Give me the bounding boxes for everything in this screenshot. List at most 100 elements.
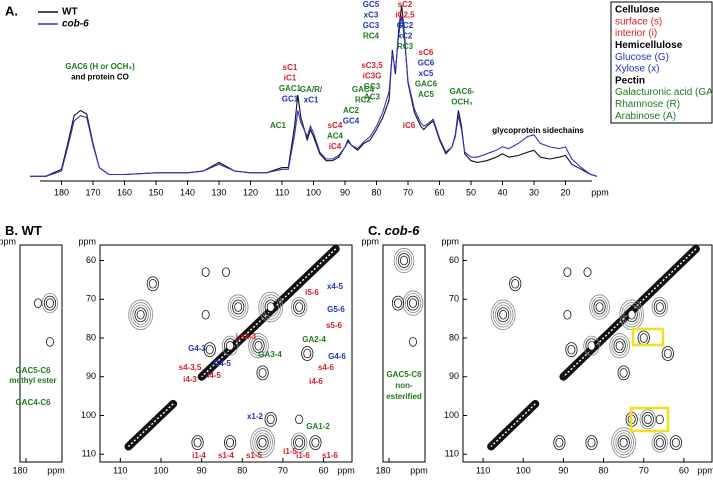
contour-level — [260, 294, 282, 320]
contour-level — [46, 337, 55, 347]
x-axis-label: ppm — [337, 465, 355, 475]
peak — [227, 294, 249, 320]
peak-annotation: AC3 — [364, 93, 381, 102]
peak — [639, 409, 656, 430]
contour-level — [250, 427, 275, 458]
peak-annotation: GC5 — [363, 0, 380, 9]
contour-level — [41, 293, 59, 314]
x-tick-label: 80 — [371, 187, 381, 197]
contour-level — [619, 368, 628, 378]
contour-level — [623, 304, 640, 325]
contour-level — [252, 430, 273, 456]
peak — [46, 337, 55, 347]
peak-annotation: xC3 — [364, 11, 379, 20]
contour-level — [565, 342, 578, 358]
peak — [609, 333, 630, 359]
legend-label: WT — [62, 7, 78, 18]
y-tick-label: 110 — [445, 449, 459, 459]
peak-label: i1-4 — [192, 451, 206, 460]
x-tick-label: 30 — [529, 187, 539, 197]
contour-level — [653, 435, 666, 451]
contour-level — [655, 437, 664, 448]
contour-level — [221, 335, 239, 356]
diagonal-body — [487, 399, 540, 451]
contour-level — [290, 296, 308, 317]
contour-level — [609, 333, 630, 359]
peak — [290, 296, 308, 317]
x-tick-label: 90 — [558, 465, 568, 475]
peak — [301, 346, 314, 361]
peak-annotation: RC4 — [363, 32, 380, 41]
contour-level — [309, 435, 322, 451]
contour-level — [258, 368, 267, 378]
contour-level — [250, 335, 267, 356]
peak-annotation: GC2 — [397, 21, 414, 30]
peak — [203, 342, 216, 358]
peak-label: G5-6 — [327, 305, 345, 314]
x-tick-label: 80 — [237, 465, 247, 475]
contour-level — [254, 432, 271, 453]
contour-level — [494, 304, 512, 325]
diagonal-body — [124, 399, 178, 451]
key-entry: surface (s) — [615, 16, 662, 27]
panel-title: cob-6 — [385, 223, 420, 238]
contour-level — [232, 299, 245, 315]
y-axis-label: ppm — [441, 236, 459, 246]
contour-level — [221, 267, 230, 277]
peak — [617, 365, 630, 381]
contour-level — [264, 411, 277, 427]
peak — [258, 291, 284, 323]
contour-level — [619, 299, 645, 330]
contour-level — [669, 435, 682, 451]
contour-level — [205, 344, 214, 355]
peak-label: G4-5 — [213, 359, 231, 368]
peak-annotation: GAC6 — [415, 80, 438, 89]
contour-level — [248, 333, 269, 359]
peak-label: methyl ester — [9, 376, 56, 385]
y-tick-label: 70 — [86, 294, 96, 304]
peak-label: G4-3 — [188, 344, 206, 353]
y-axis-label: ppm — [78, 236, 96, 246]
peak-annotation: GC1 — [282, 95, 299, 104]
contour-level — [226, 340, 235, 351]
peak-annotation: AC2 — [343, 106, 360, 115]
peak-label: s4-3,5 — [179, 363, 202, 372]
peak — [583, 335, 600, 356]
contour-level — [303, 348, 312, 359]
x-tick-label: 160 — [117, 187, 132, 197]
x-tick-label: 70 — [278, 465, 288, 475]
key-entry: Xylose (x) — [615, 64, 659, 75]
contour-level — [397, 253, 411, 268]
peak — [248, 333, 269, 359]
peak — [256, 365, 269, 381]
peak — [563, 267, 572, 277]
contour-level — [661, 346, 674, 361]
contour-level — [651, 296, 668, 317]
key-entry: Cellulose — [615, 5, 660, 16]
contour-level — [201, 267, 210, 277]
contour-level — [402, 290, 424, 316]
contour-level — [615, 432, 632, 453]
panel-letter: C. — [368, 223, 381, 238]
peak-label: s4-6 — [318, 363, 335, 372]
x-tick-label: 180 — [12, 465, 27, 475]
contour-level — [492, 302, 514, 328]
contour-level — [625, 307, 638, 323]
contour-level — [641, 411, 654, 427]
contour-level — [406, 295, 420, 311]
peak-label: GA3-4 — [258, 350, 282, 359]
x-tick-label: 100 — [516, 465, 531, 475]
contour-level — [201, 309, 210, 320]
peak-label: x1-2 — [247, 412, 264, 421]
peak — [295, 414, 304, 425]
contour-level — [671, 437, 680, 448]
contour-level — [613, 430, 634, 456]
peak — [408, 337, 417, 347]
contour-level — [203, 342, 216, 358]
peak-annotation: sC4 — [328, 121, 343, 130]
contour-level — [234, 302, 243, 312]
x-axis-label: ppm — [410, 465, 428, 475]
contour-level — [655, 414, 664, 425]
peak-label: GA2-4 — [302, 335, 326, 344]
peak-annotation: GA/R/ — [300, 85, 323, 94]
